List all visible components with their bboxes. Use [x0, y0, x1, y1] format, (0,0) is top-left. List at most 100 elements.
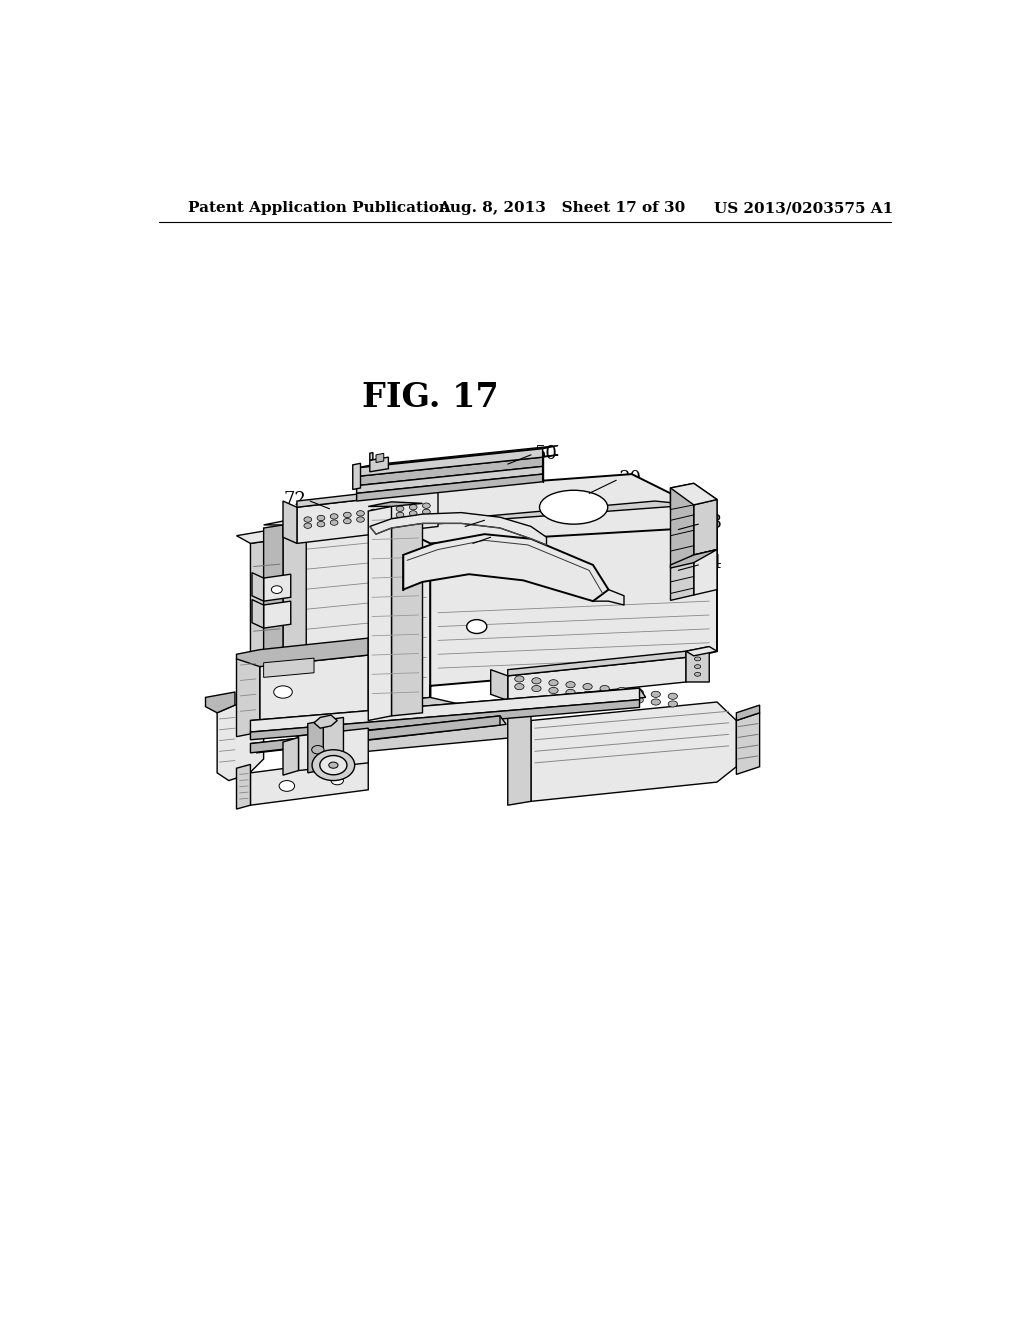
Polygon shape — [671, 483, 717, 510]
Polygon shape — [508, 708, 531, 805]
Ellipse shape — [617, 688, 627, 693]
Polygon shape — [206, 692, 234, 713]
Ellipse shape — [651, 692, 660, 697]
Text: FIG. 17: FIG. 17 — [361, 380, 499, 413]
Polygon shape — [237, 638, 369, 667]
Polygon shape — [299, 729, 369, 771]
Polygon shape — [508, 651, 686, 676]
Ellipse shape — [331, 513, 338, 519]
Polygon shape — [356, 455, 558, 477]
Polygon shape — [251, 688, 640, 733]
Polygon shape — [283, 521, 430, 713]
Ellipse shape — [370, 510, 378, 515]
Ellipse shape — [515, 676, 524, 682]
Polygon shape — [283, 738, 299, 775]
Polygon shape — [251, 688, 646, 733]
Polygon shape — [252, 599, 263, 628]
Text: 64: 64 — [700, 554, 723, 573]
Polygon shape — [324, 718, 343, 770]
Polygon shape — [251, 539, 283, 710]
Polygon shape — [369, 474, 693, 544]
Ellipse shape — [410, 504, 417, 510]
Polygon shape — [693, 549, 717, 595]
Ellipse shape — [694, 665, 700, 668]
Polygon shape — [263, 574, 291, 601]
Polygon shape — [369, 507, 391, 721]
Polygon shape — [370, 512, 547, 545]
Polygon shape — [693, 499, 717, 579]
Polygon shape — [283, 502, 297, 544]
Text: 66: 66 — [493, 528, 515, 546]
Ellipse shape — [583, 692, 592, 697]
Polygon shape — [263, 525, 283, 718]
Polygon shape — [297, 484, 438, 507]
Ellipse shape — [280, 780, 295, 792]
Polygon shape — [308, 721, 324, 774]
Ellipse shape — [329, 762, 338, 768]
Polygon shape — [237, 764, 251, 809]
Ellipse shape — [410, 511, 417, 516]
Ellipse shape — [343, 512, 351, 517]
Ellipse shape — [396, 506, 403, 511]
Polygon shape — [423, 502, 693, 525]
Polygon shape — [251, 758, 369, 805]
Ellipse shape — [423, 510, 430, 515]
Polygon shape — [356, 466, 543, 494]
Ellipse shape — [370, 515, 378, 520]
Polygon shape — [356, 446, 558, 469]
Text: 48: 48 — [700, 513, 723, 532]
Ellipse shape — [343, 519, 351, 524]
Polygon shape — [352, 463, 360, 490]
Polygon shape — [531, 702, 736, 801]
Ellipse shape — [467, 619, 486, 634]
Polygon shape — [671, 488, 693, 568]
Ellipse shape — [566, 689, 575, 696]
Polygon shape — [370, 457, 388, 471]
Text: Aug. 8, 2013   Sheet 17 of 30: Aug. 8, 2013 Sheet 17 of 30 — [438, 202, 685, 215]
Ellipse shape — [617, 696, 627, 701]
Polygon shape — [356, 449, 543, 477]
Ellipse shape — [515, 684, 524, 689]
Ellipse shape — [669, 693, 678, 700]
Ellipse shape — [634, 697, 643, 704]
Ellipse shape — [319, 755, 347, 775]
Ellipse shape — [669, 701, 678, 708]
Ellipse shape — [600, 693, 609, 700]
Polygon shape — [671, 549, 717, 568]
Polygon shape — [297, 491, 438, 544]
Polygon shape — [430, 502, 717, 697]
Ellipse shape — [651, 700, 660, 705]
Polygon shape — [490, 669, 508, 701]
Polygon shape — [736, 705, 760, 721]
Ellipse shape — [311, 746, 324, 754]
Ellipse shape — [383, 513, 391, 519]
Ellipse shape — [356, 511, 365, 516]
Polygon shape — [403, 535, 608, 601]
Ellipse shape — [304, 517, 311, 523]
Text: Patent Application Publication: Patent Application Publication — [188, 202, 451, 215]
Ellipse shape — [331, 520, 338, 525]
Polygon shape — [283, 535, 306, 713]
Ellipse shape — [540, 490, 607, 524]
Ellipse shape — [634, 689, 643, 696]
Ellipse shape — [549, 688, 558, 693]
Ellipse shape — [423, 503, 430, 508]
Ellipse shape — [566, 681, 575, 688]
Polygon shape — [251, 715, 506, 752]
Ellipse shape — [273, 686, 292, 698]
Polygon shape — [369, 502, 423, 507]
Polygon shape — [693, 499, 717, 554]
Polygon shape — [252, 573, 263, 601]
Ellipse shape — [694, 657, 700, 661]
Text: 72: 72 — [284, 491, 306, 510]
Text: 50: 50 — [535, 445, 557, 463]
Ellipse shape — [583, 684, 592, 689]
Polygon shape — [671, 554, 693, 601]
Polygon shape — [237, 531, 283, 544]
Ellipse shape — [694, 672, 700, 676]
Ellipse shape — [383, 508, 391, 513]
Ellipse shape — [271, 586, 283, 594]
Polygon shape — [391, 516, 423, 715]
Polygon shape — [356, 474, 543, 502]
Text: 70: 70 — [485, 511, 508, 529]
